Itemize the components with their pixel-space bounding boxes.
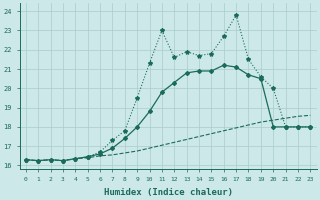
X-axis label: Humidex (Indice chaleur): Humidex (Indice chaleur) — [104, 188, 233, 197]
